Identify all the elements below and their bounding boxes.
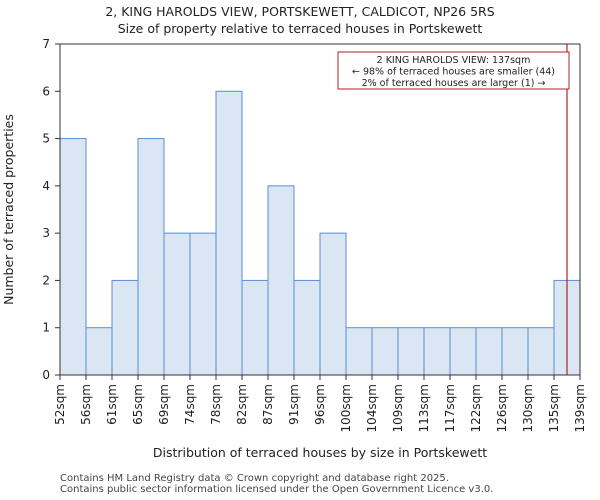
x-tick-label: 104sqm — [365, 384, 379, 432]
footer-line-2: Contains public sector information licen… — [60, 484, 494, 495]
bar-109sqm — [397, 327, 425, 376]
bar-130sqm — [527, 327, 555, 376]
x-tick-label: 113sqm — [417, 384, 431, 432]
bar-87sqm — [267, 185, 295, 376]
x-tick-label: 117sqm — [443, 384, 457, 432]
x-tick-label: 82sqm — [235, 384, 249, 425]
bar-122sqm — [475, 327, 503, 376]
x-tick-label: 61sqm — [105, 384, 119, 425]
bar-69sqm — [163, 232, 191, 376]
bar-100sqm — [345, 327, 373, 376]
bar-91sqm — [293, 279, 321, 376]
histogram-chart: 0 1 2 3 4 5 6 7 52sqm 56sqm 61sqm 65sqm 69sqm 74sqm 7… — [1, 37, 587, 460]
bar-65sqm — [137, 138, 165, 376]
annotation-line-1: 2 KING HAROLDS VIEW: 137sqm — [377, 55, 531, 66]
y-tick-label: 6 — [42, 84, 50, 98]
x-tick-label: 130sqm — [521, 384, 535, 432]
annotation-box — [337, 51, 570, 90]
y-tick-label: 3 — [42, 226, 50, 240]
x-tick-label: 91sqm — [287, 384, 301, 425]
y-tick-label: 2 — [42, 273, 50, 287]
bar-74sqm — [189, 232, 217, 376]
footer-line-1: Contains HM Land Registry data © Crown c… — [60, 473, 449, 484]
bar-78sqm — [215, 90, 243, 376]
y-tick-label: 7 — [42, 37, 50, 51]
bar-82sqm — [241, 279, 269, 376]
bar-52sqm — [59, 138, 87, 376]
bar-117sqm — [449, 327, 477, 376]
x-tick-label: 65sqm — [131, 384, 145, 425]
bar-61sqm — [111, 279, 139, 376]
bar-113sqm — [423, 327, 451, 376]
y-tick-label: 5 — [42, 132, 50, 146]
x-tick-label: 139sqm — [573, 384, 587, 432]
x-tick-label: 56sqm — [79, 384, 93, 425]
bar-126sqm — [501, 327, 529, 376]
y-axis-label: Number of terraced properties — [1, 114, 16, 305]
chart-title: 2, KING HAROLDS VIEW, PORTSKEWETT, CALDI… — [105, 4, 495, 19]
x-tick-label: 96sqm — [313, 384, 327, 425]
bar-96sqm — [319, 232, 347, 376]
x-tick-label: 126sqm — [495, 384, 509, 432]
x-tick-label: 100sqm — [339, 384, 353, 432]
y-tick-label: 0 — [42, 368, 50, 382]
y-tick-label: 1 — [42, 321, 50, 335]
x-tick-label: 69sqm — [157, 384, 171, 425]
x-tick-label: 52sqm — [53, 384, 67, 425]
x-tick-label: 109sqm — [391, 384, 405, 432]
x-tick-label: 87sqm — [261, 384, 275, 425]
x-axis-label: Distribution of terraced houses by size … — [153, 445, 487, 460]
bar-56sqm — [85, 327, 113, 376]
annotation-line-2: ← 98% of terraced houses are smaller (44… — [352, 67, 555, 78]
x-tick-label: 135sqm — [547, 384, 561, 432]
y-tick-label: 4 — [42, 179, 50, 193]
annotation-line-3: 2% of terraced houses are larger (1) → — [362, 78, 546, 89]
chart-subtitle: Size of property relative to terraced ho… — [117, 21, 483, 36]
bar-104sqm — [371, 327, 399, 376]
x-tick-label: 78sqm — [209, 384, 223, 425]
x-tick-label: 74sqm — [183, 384, 197, 425]
x-tick-label: 122sqm — [469, 384, 483, 432]
